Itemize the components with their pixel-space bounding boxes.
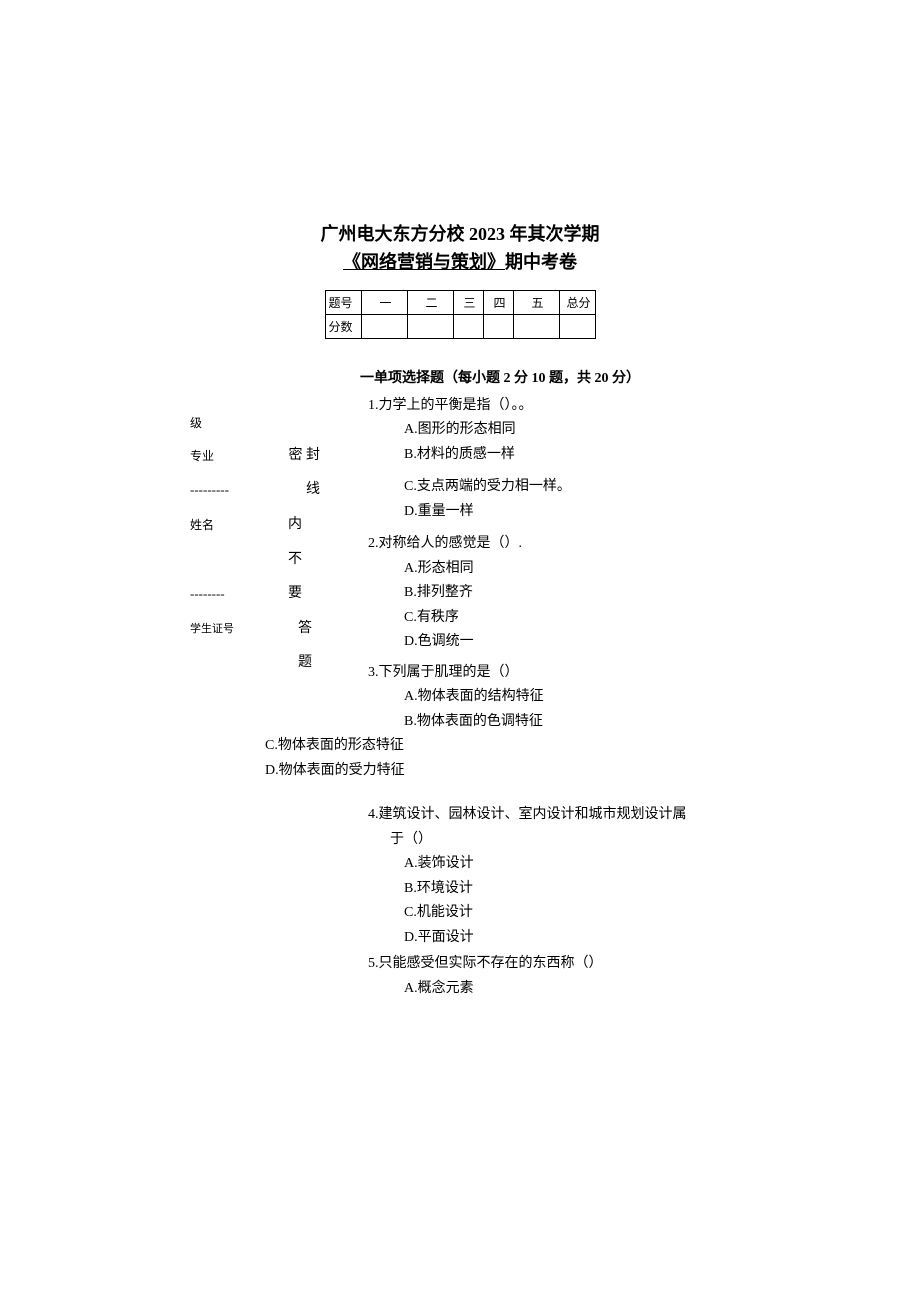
sidebar-dashes: -------- <box>190 582 225 607</box>
question-text: 3.下列属于肌理的是（） <box>368 661 740 686</box>
sidebar-seal: 不 <box>288 547 302 574</box>
title-underlined: 《网络营销与策划》 <box>343 252 505 272</box>
section-heading: 一单项选择题（每小题 2 分 10 题，共 20 分） <box>360 367 740 392</box>
col-header: 总分 <box>559 291 595 315</box>
title-line1: 广州电大东方分校 2023 年其次学期 <box>0 220 920 246</box>
title-line2: 《网络营销与策划》期中考卷 <box>0 248 920 274</box>
sidebar-seal: 线 <box>306 477 320 504</box>
binding-sidebar: 级 专业 密 封 --------- 线 姓名 内 不 -------- 要 学… <box>190 412 320 685</box>
option: A.物体表面的结构特征 <box>404 685 740 710</box>
option: C.机能设计 <box>404 901 740 926</box>
option: D.重量一样 <box>404 500 740 525</box>
questions-block: 一单项选择题（每小题 2 分 10 题，共 20 分） 1.力学上的平衡是指（）… <box>360 367 740 734</box>
question-text-cont: 于（） <box>390 828 740 853</box>
col-header: 四 <box>483 291 513 315</box>
col-header: 一 <box>361 291 407 315</box>
option: D.平面设计 <box>404 926 740 951</box>
option: C.支点两端的受力相一样。 <box>404 475 740 500</box>
option: C.有秩序 <box>404 606 740 631</box>
row-label: 分数 <box>325 315 361 339</box>
option: B.物体表面的色调特征 <box>404 710 740 735</box>
question-text: 5.只能感受但实际不存在的东西称（） <box>368 952 740 977</box>
option: D.色调统一 <box>404 630 740 655</box>
option: B.排列整齐 <box>404 581 740 606</box>
col-header: 三 <box>453 291 483 315</box>
option: B.材料的质感一样 <box>404 443 740 468</box>
question-text: 1.力学上的平衡是指（）。。 <box>368 394 740 419</box>
score-cell <box>361 315 407 339</box>
col-header: 二 <box>407 291 453 315</box>
sidebar-seal: 密 封 <box>289 443 321 470</box>
score-table: 题号 一 二 三 四 五 总分 分数 <box>325 290 596 339</box>
sidebar-label: 专业 <box>190 445 214 468</box>
sidebar-seal: 答 <box>298 616 312 643</box>
sidebar-label: 学生证号 <box>190 619 234 640</box>
score-cell <box>407 315 453 339</box>
sidebar-label: 级 <box>190 412 202 435</box>
title-rest: 期中考卷 <box>505 252 577 272</box>
option: A.概念元素 <box>404 977 740 1002</box>
option: A.装饰设计 <box>404 852 740 877</box>
row-label: 题号 <box>325 291 361 315</box>
questions-block-2: 4.建筑设计、园林设计、室内设计和城市规划设计属 于（） A.装饰设计 B.环境… <box>360 803 740 1001</box>
option: A.图形的形态相同 <box>404 418 740 443</box>
option: A.形态相同 <box>404 557 740 582</box>
col-header: 五 <box>513 291 559 315</box>
sidebar-label: 姓名 <box>190 514 214 537</box>
table-row: 题号 一 二 三 四 五 总分 <box>325 291 595 315</box>
score-cell <box>483 315 513 339</box>
sidebar-seal: 题 <box>298 650 312 677</box>
question-text: 4.建筑设计、园林设计、室内设计和城市规划设计属 <box>368 803 740 828</box>
left-options: C.物体表面的形态特征 D.物体表面的受力特征 <box>265 734 920 783</box>
title-block: 广州电大东方分校 2023 年其次学期 《网络营销与策划》期中考卷 <box>0 0 920 274</box>
option: D.物体表面的受力特征 <box>265 759 920 784</box>
question-text: 2.对称给人的感觉是（）. <box>368 532 740 557</box>
option: C.物体表面的形态特征 <box>265 734 920 759</box>
option: B.环境设计 <box>404 877 740 902</box>
sidebar-seal: 要 <box>288 581 302 608</box>
sidebar-dashes: --------- <box>190 478 229 503</box>
sidebar-seal: 内 <box>288 512 302 539</box>
score-cell <box>453 315 483 339</box>
score-cell <box>559 315 595 339</box>
table-row: 分数 <box>325 315 595 339</box>
score-cell <box>513 315 559 339</box>
